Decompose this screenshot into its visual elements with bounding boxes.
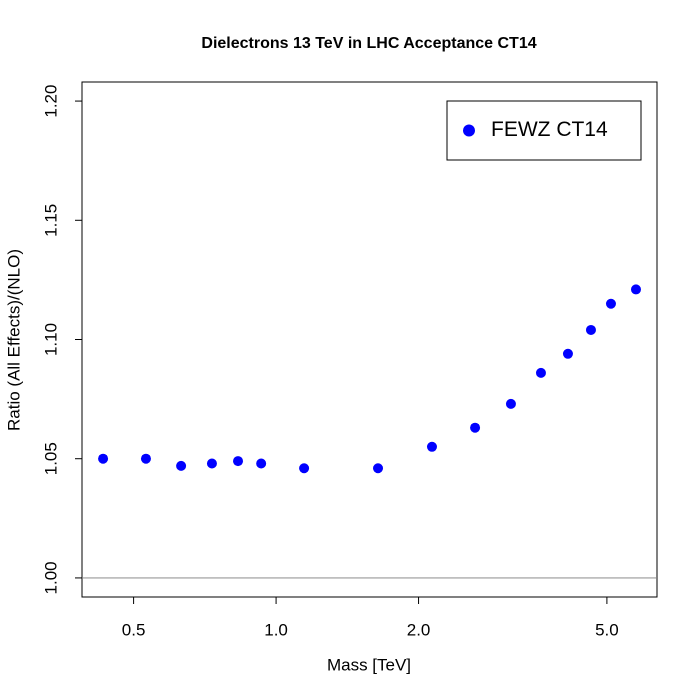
x-tick-label: 5.0 [595,620,619,639]
data-point [505,398,516,409]
data-point [176,460,187,471]
data-point [470,422,481,433]
data-point [585,324,596,335]
data-point [426,441,437,452]
y-tick-label: 1.10 [41,323,60,356]
y-tick-label: 1.00 [41,561,60,594]
data-point [373,463,384,474]
data-point [256,458,267,469]
legend-box [446,100,642,161]
data-point [535,367,546,378]
y-axis-label: Ratio (All Effects)/(NLO) [4,249,23,431]
x-tick-label: 1.0 [264,620,288,639]
data-point [605,298,616,309]
x-tick-label: 0.5 [122,620,146,639]
data-point [140,453,151,464]
data-point [562,348,573,359]
data-point [206,458,217,469]
y-tick-label: 1.05 [41,442,60,475]
x-axis-label: Mass [TeV] [327,655,411,674]
y-tick-label: 1.15 [41,204,60,237]
data-point [630,284,641,295]
x-tick-label: 2.0 [407,620,431,639]
legend-marker [463,124,475,137]
y-tick-label: 1.20 [41,85,60,118]
legend-label: FEWZ CT14 [491,118,608,141]
chart-title: Dielectrons 13 TeV in LHC Acceptance CT1… [201,35,536,52]
data-point [233,456,244,467]
data-point [299,463,310,474]
data-point [98,453,109,464]
